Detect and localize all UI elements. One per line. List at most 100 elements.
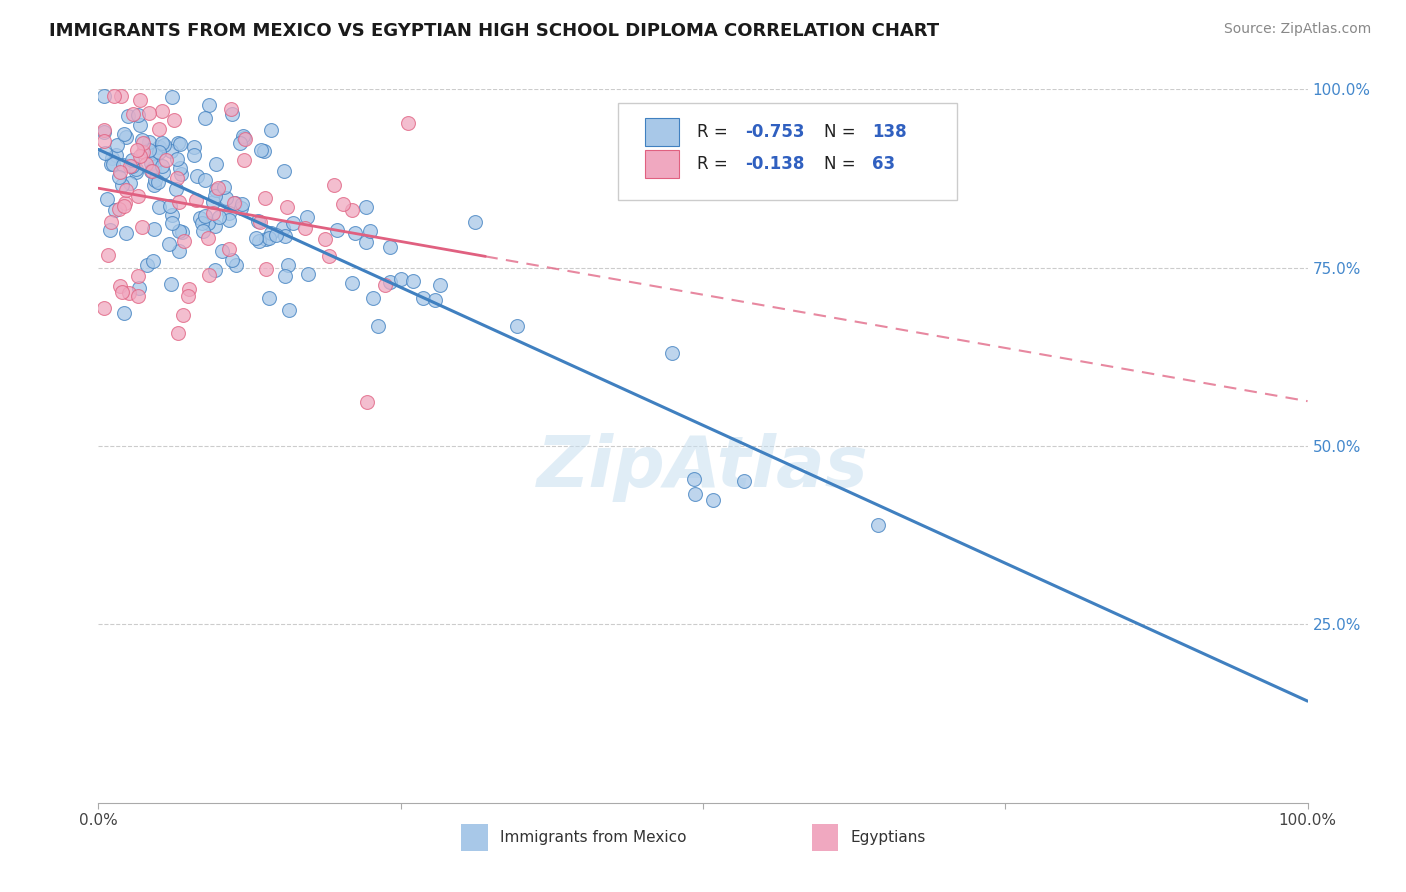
Point <box>208 210 231 224</box>
Point <box>245 231 267 245</box>
Point <box>218 205 240 219</box>
Point <box>118 176 141 190</box>
Point <box>150 104 173 119</box>
Point <box>683 472 706 486</box>
Point <box>278 303 301 318</box>
Point <box>129 149 152 163</box>
Point <box>114 196 136 211</box>
Point <box>247 234 270 248</box>
Point <box>166 326 188 341</box>
Point <box>733 474 755 488</box>
Point <box>93 123 115 137</box>
Point <box>100 215 122 229</box>
Point <box>250 143 273 157</box>
Point <box>259 231 281 245</box>
Point <box>374 278 396 293</box>
Point <box>177 289 200 303</box>
Point <box>108 202 131 216</box>
Point <box>114 226 136 240</box>
Point <box>132 136 155 150</box>
Point <box>506 319 529 334</box>
Point <box>194 173 217 187</box>
Point <box>167 244 190 258</box>
Point <box>253 191 276 205</box>
Text: N =: N = <box>824 155 860 173</box>
Point <box>401 274 423 288</box>
Point <box>166 171 188 186</box>
Point <box>152 137 174 152</box>
Point <box>246 214 269 228</box>
Point <box>254 261 277 276</box>
Point <box>356 395 378 409</box>
Text: Source: ZipAtlas.com: Source: ZipAtlas.com <box>1223 22 1371 37</box>
Point <box>277 258 299 272</box>
Point <box>138 106 160 120</box>
Point <box>127 188 149 202</box>
Point <box>322 178 344 193</box>
Point <box>93 301 115 315</box>
Point <box>343 226 366 240</box>
Point <box>191 224 214 238</box>
Point <box>184 193 207 207</box>
Point <box>160 277 183 291</box>
Point <box>139 155 162 169</box>
Point <box>318 249 340 263</box>
Point <box>152 165 174 179</box>
Point <box>167 136 190 150</box>
Point <box>274 229 297 244</box>
Point <box>143 145 166 159</box>
Point <box>125 162 148 177</box>
Point <box>94 145 117 160</box>
Point <box>148 122 170 136</box>
Point <box>169 161 191 176</box>
Point <box>169 136 191 151</box>
Point <box>166 152 188 166</box>
Point <box>143 173 166 187</box>
Text: IMMIGRANTS FROM MEXICO VS EGYPTIAN HIGH SCHOOL DIPLOMA CORRELATION CHART: IMMIGRANTS FROM MEXICO VS EGYPTIAN HIGH … <box>49 22 939 40</box>
Point <box>198 268 221 283</box>
Point <box>148 145 170 159</box>
Point <box>191 216 214 230</box>
Point <box>412 291 434 305</box>
Point <box>138 144 160 158</box>
Point <box>159 145 181 159</box>
Point <box>118 159 141 173</box>
Point <box>108 279 131 293</box>
Point <box>274 269 297 284</box>
Point <box>281 216 304 230</box>
Point <box>194 111 217 125</box>
Point <box>201 194 224 209</box>
Point <box>332 197 354 211</box>
Point <box>121 160 143 174</box>
FancyBboxPatch shape <box>645 150 679 178</box>
FancyBboxPatch shape <box>461 824 488 851</box>
Point <box>361 291 384 305</box>
Point <box>163 113 186 128</box>
Point <box>295 211 318 225</box>
Point <box>314 232 336 246</box>
Point <box>118 285 141 300</box>
Point <box>150 159 173 173</box>
Point <box>188 211 211 225</box>
Point <box>359 224 381 238</box>
Point <box>127 289 149 303</box>
FancyBboxPatch shape <box>811 824 838 851</box>
Point <box>112 199 135 213</box>
Point <box>429 278 451 293</box>
Point <box>125 165 148 179</box>
Point <box>463 215 485 229</box>
Point <box>111 285 134 300</box>
Point <box>127 268 149 283</box>
Point <box>127 108 149 122</box>
Point <box>160 216 183 230</box>
Point <box>173 234 195 248</box>
Point <box>128 281 150 295</box>
Point <box>204 157 226 171</box>
Point <box>167 194 190 209</box>
Point <box>101 157 124 171</box>
Point <box>380 276 402 290</box>
Point <box>141 164 163 178</box>
Point <box>221 107 243 121</box>
Point <box>866 518 889 533</box>
Point <box>162 89 184 103</box>
